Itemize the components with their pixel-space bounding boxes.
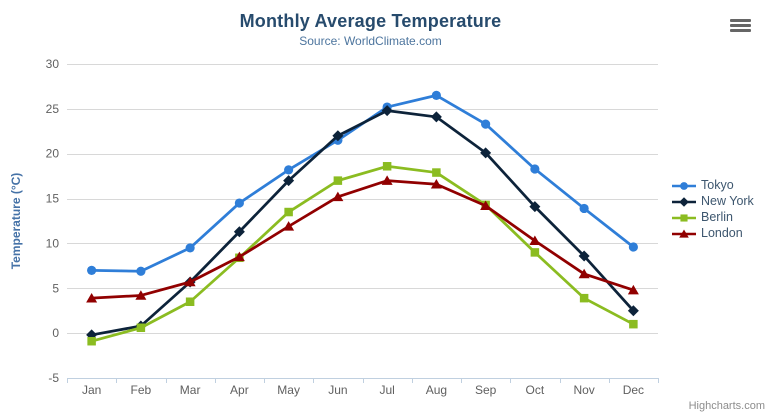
y-axis-tick-label: 10 bbox=[46, 236, 60, 250]
data-point-berlin[interactable] bbox=[87, 336, 96, 346]
data-point-berlin[interactable] bbox=[382, 162, 392, 171]
data-point-tokyo[interactable] bbox=[87, 265, 97, 275]
legend: Tokyo New York Berlin London bbox=[671, 178, 754, 240]
data-point-berlin[interactable] bbox=[333, 176, 343, 185]
series-line-london[interactable] bbox=[90, 179, 635, 300]
data-point-london[interactable] bbox=[283, 221, 295, 231]
x-axis-tick-label: Mar bbox=[180, 383, 201, 397]
data-point-london[interactable] bbox=[332, 191, 344, 202]
y-axis-tick-label: -5 bbox=[48, 371, 59, 385]
data-point-tokyo[interactable] bbox=[234, 198, 244, 208]
data-point-berlin[interactable] bbox=[432, 168, 441, 177]
x-axis-tick-label: Nov bbox=[573, 383, 594, 397]
chart-subtitle: Source: WorldClimate.com bbox=[299, 34, 442, 48]
data-point-tokyo[interactable] bbox=[185, 243, 195, 253]
data-point-berlin[interactable] bbox=[284, 207, 293, 217]
data-point-berlin[interactable] bbox=[530, 248, 540, 257]
data-point-tokyo[interactable] bbox=[431, 90, 441, 100]
data-point-new-york[interactable] bbox=[529, 201, 541, 213]
x-axis-tick-label: May bbox=[277, 383, 300, 397]
data-point-new-york[interactable] bbox=[480, 147, 492, 159]
y-axis-tick-label: 20 bbox=[46, 147, 60, 161]
legend-item-london[interactable]: London bbox=[671, 226, 754, 240]
legend-marker-diamond-icon bbox=[671, 195, 697, 207]
legend-item-berlin[interactable]: Berlin bbox=[671, 210, 754, 224]
x-axis-tick-label: Oct bbox=[526, 383, 545, 397]
data-point-london[interactable] bbox=[480, 200, 492, 211]
legend-marker-triangle-icon bbox=[671, 227, 697, 239]
highcharts-credits-link[interactable]: Highcharts.com bbox=[688, 400, 765, 412]
y-axis-tick-label: 25 bbox=[46, 102, 60, 116]
data-point-london[interactable] bbox=[184, 276, 196, 287]
data-point-london[interactable] bbox=[381, 175, 393, 185]
hamburger-menu-icon bbox=[730, 19, 751, 22]
series-line-berlin[interactable] bbox=[90, 164, 635, 343]
series-line-new-york[interactable] bbox=[90, 109, 635, 337]
data-point-tokyo[interactable] bbox=[481, 119, 491, 129]
legend-marker-square-icon bbox=[671, 211, 697, 223]
data-point-new-york[interactable] bbox=[381, 105, 393, 117]
x-axis-tick-label: Sep bbox=[475, 383, 497, 397]
x-axis-tick-label: Apr bbox=[230, 383, 249, 397]
hamburger-menu-icon bbox=[730, 24, 751, 27]
legend-marker-shape[interactable] bbox=[680, 182, 688, 190]
y-axis-tick-label: 0 bbox=[52, 326, 59, 340]
data-point-berlin[interactable] bbox=[579, 293, 589, 303]
y-axis-title: Temperature (°C) bbox=[9, 172, 23, 270]
legend-label: New York bbox=[701, 194, 754, 208]
legend-marker-shape[interactable] bbox=[680, 214, 688, 222]
y-axis-tick-label: 30 bbox=[46, 57, 60, 71]
x-axis-tick-label: Jan bbox=[82, 383, 101, 397]
data-point-london[interactable] bbox=[627, 284, 639, 295]
data-point-new-york[interactable] bbox=[233, 226, 245, 238]
data-point-london[interactable] bbox=[578, 268, 590, 279]
data-point-tokyo[interactable] bbox=[530, 164, 540, 174]
legend-marker-shape[interactable] bbox=[679, 197, 689, 207]
x-axis-tick-label: Jun bbox=[328, 383, 347, 397]
legend-label: London bbox=[701, 226, 743, 240]
data-point-london[interactable] bbox=[430, 179, 442, 189]
data-point-new-york[interactable] bbox=[627, 305, 639, 317]
legend-label: Berlin bbox=[701, 210, 733, 224]
data-point-london[interactable] bbox=[233, 251, 245, 262]
data-point-new-york[interactable] bbox=[430, 111, 442, 123]
legend-item-tokyo[interactable]: Tokyo bbox=[671, 178, 754, 192]
y-axis-tick-label: 15 bbox=[46, 192, 60, 206]
data-point-berlin[interactable] bbox=[185, 297, 195, 306]
data-point-new-york[interactable] bbox=[332, 130, 344, 142]
legend-marker-circle-icon bbox=[671, 179, 697, 191]
x-axis-tick-label: Jul bbox=[379, 383, 394, 397]
data-point-new-york[interactable] bbox=[578, 250, 590, 262]
data-point-tokyo[interactable] bbox=[579, 203, 589, 214]
data-point-london[interactable] bbox=[86, 292, 98, 303]
data-point-berlin[interactable] bbox=[136, 323, 146, 333]
hamburger-menu-icon bbox=[730, 29, 751, 32]
x-axis-tick-label: Dec bbox=[623, 383, 644, 397]
x-axis-tick-label: Aug bbox=[426, 383, 447, 397]
data-point-tokyo[interactable] bbox=[136, 266, 146, 276]
export-menu-button[interactable] bbox=[730, 18, 754, 36]
data-point-tokyo[interactable] bbox=[284, 165, 294, 175]
data-point-tokyo[interactable] bbox=[628, 242, 638, 252]
chart-title: Monthly Average Temperature bbox=[239, 11, 502, 31]
legend-marker-shape[interactable] bbox=[679, 229, 689, 238]
legend-label: Tokyo bbox=[701, 178, 734, 192]
y-axis-tick-label: 5 bbox=[52, 281, 59, 295]
data-point-london[interactable] bbox=[529, 235, 541, 246]
legend-item-new-york[interactable]: New York bbox=[671, 194, 754, 208]
data-point-london[interactable] bbox=[135, 290, 147, 300]
x-axis-tick-label: Feb bbox=[131, 383, 152, 397]
data-point-berlin[interactable] bbox=[629, 319, 638, 329]
data-point-new-york[interactable] bbox=[283, 175, 295, 187]
